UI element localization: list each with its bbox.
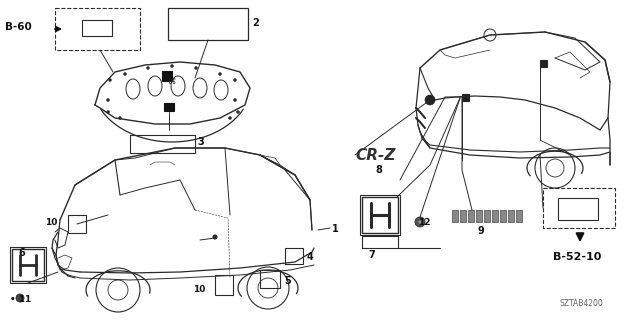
Text: 3: 3 (197, 137, 204, 147)
Bar (558, 198, 598, 220)
Circle shape (195, 67, 198, 69)
Text: 7: 7 (368, 250, 375, 260)
Text: 2: 2 (252, 18, 259, 28)
Bar (452, 210, 458, 222)
Text: 5: 5 (284, 276, 291, 286)
Circle shape (228, 116, 232, 119)
Bar (168, 8, 248, 40)
Circle shape (418, 220, 422, 224)
Bar (55, 8, 140, 50)
Circle shape (484, 29, 496, 41)
Bar (543, 188, 615, 228)
Bar (215, 275, 233, 295)
Circle shape (109, 78, 111, 82)
Bar (500, 210, 506, 222)
Bar (492, 210, 498, 222)
Bar (362, 197, 398, 233)
Bar (476, 210, 482, 222)
Text: B-60: B-60 (5, 22, 32, 32)
Text: • 11: • 11 (10, 295, 31, 304)
Bar (10, 247, 46, 283)
Bar (508, 210, 514, 222)
Text: 10: 10 (193, 285, 205, 294)
Text: SZTAB4200: SZTAB4200 (560, 299, 604, 308)
Text: ⌘: ⌘ (168, 77, 176, 86)
Circle shape (213, 235, 217, 239)
Text: CR-Z: CR-Z (355, 148, 396, 163)
Text: B-52-10: B-52-10 (553, 252, 602, 262)
Bar (460, 210, 466, 222)
Circle shape (237, 110, 239, 114)
Bar (260, 270, 280, 288)
Bar (82, 20, 112, 36)
Circle shape (106, 110, 109, 114)
Circle shape (124, 73, 127, 76)
Circle shape (16, 294, 24, 302)
Bar (540, 60, 547, 67)
Text: 4: 4 (307, 252, 314, 262)
Text: 9: 9 (477, 226, 484, 236)
Bar (162, 71, 172, 81)
Bar (12, 249, 44, 281)
Text: 6: 6 (18, 248, 25, 258)
Bar (484, 210, 490, 222)
Circle shape (170, 65, 173, 68)
Bar (360, 195, 400, 235)
Text: 1: 1 (332, 224, 339, 234)
Bar (516, 210, 522, 222)
Circle shape (147, 67, 150, 69)
Text: 8: 8 (375, 165, 382, 175)
Circle shape (425, 95, 435, 105)
Text: 12: 12 (418, 218, 431, 227)
Bar (130, 135, 195, 153)
Bar (68, 215, 86, 233)
Circle shape (234, 78, 237, 82)
Bar (164, 103, 174, 111)
Bar (468, 210, 474, 222)
Bar (285, 248, 303, 264)
Bar (462, 94, 469, 101)
Text: 10: 10 (45, 218, 58, 227)
Circle shape (234, 99, 237, 101)
Circle shape (118, 116, 122, 119)
Circle shape (218, 73, 221, 76)
Circle shape (415, 217, 425, 227)
Circle shape (106, 99, 109, 101)
